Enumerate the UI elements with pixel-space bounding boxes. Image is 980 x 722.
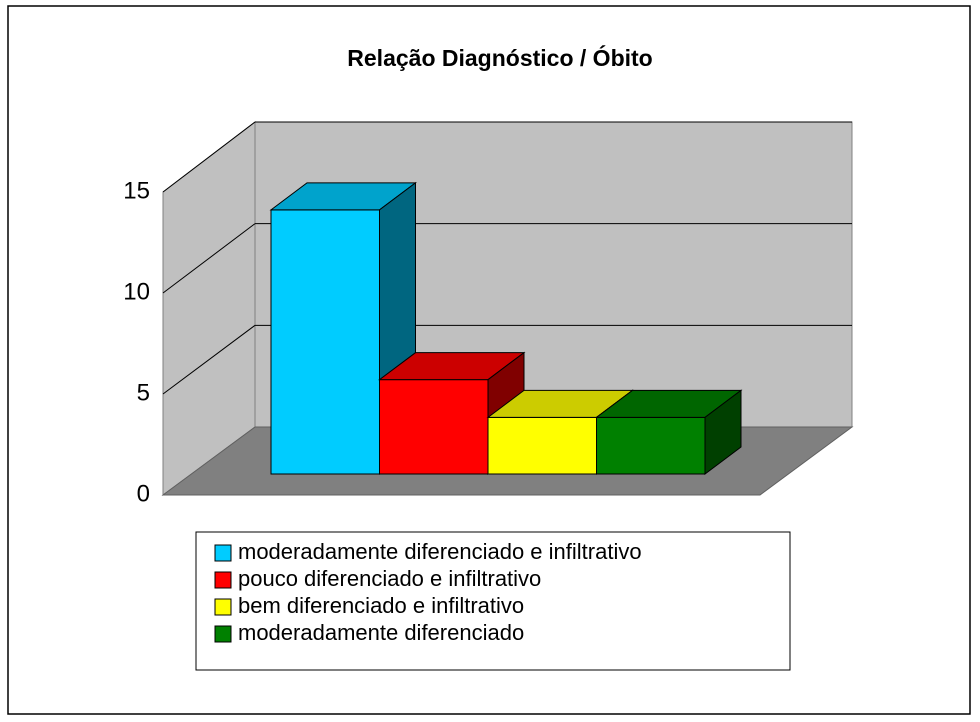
- legend-label: bem diferenciado e infiltrativo: [238, 593, 524, 618]
- y-tick-label: 5: [137, 379, 150, 406]
- legend-swatch: [214, 625, 232, 643]
- bar: [596, 416, 706, 475]
- grid-line: [162, 223, 256, 294]
- legend-swatch: [214, 544, 232, 562]
- bar-side: [704, 389, 742, 475]
- legend-label: moderadamente diferenciado e infiltrativ…: [238, 539, 642, 564]
- legend-swatch: [214, 571, 232, 589]
- bar: [379, 379, 489, 475]
- legend-swatch: [214, 598, 232, 616]
- bars: [269, 181, 743, 475]
- grid-line: [162, 121, 256, 193]
- bar: [270, 209, 380, 475]
- legend-label: pouco diferenciado e infiltrativo: [238, 566, 541, 591]
- y-tick-label: 0: [137, 480, 150, 507]
- chart-title: Relação Diagnóstico / Óbito: [347, 44, 652, 71]
- legend: [195, 531, 791, 671]
- y-tick-label: 10: [123, 278, 150, 305]
- y-tick-label: 15: [123, 177, 150, 204]
- legend-items: moderadamente diferenciado e infiltrativ…: [214, 539, 642, 645]
- legend-label: moderadamente diferenciado: [238, 620, 524, 645]
- bar: [487, 416, 597, 475]
- grid-line: [162, 324, 256, 395]
